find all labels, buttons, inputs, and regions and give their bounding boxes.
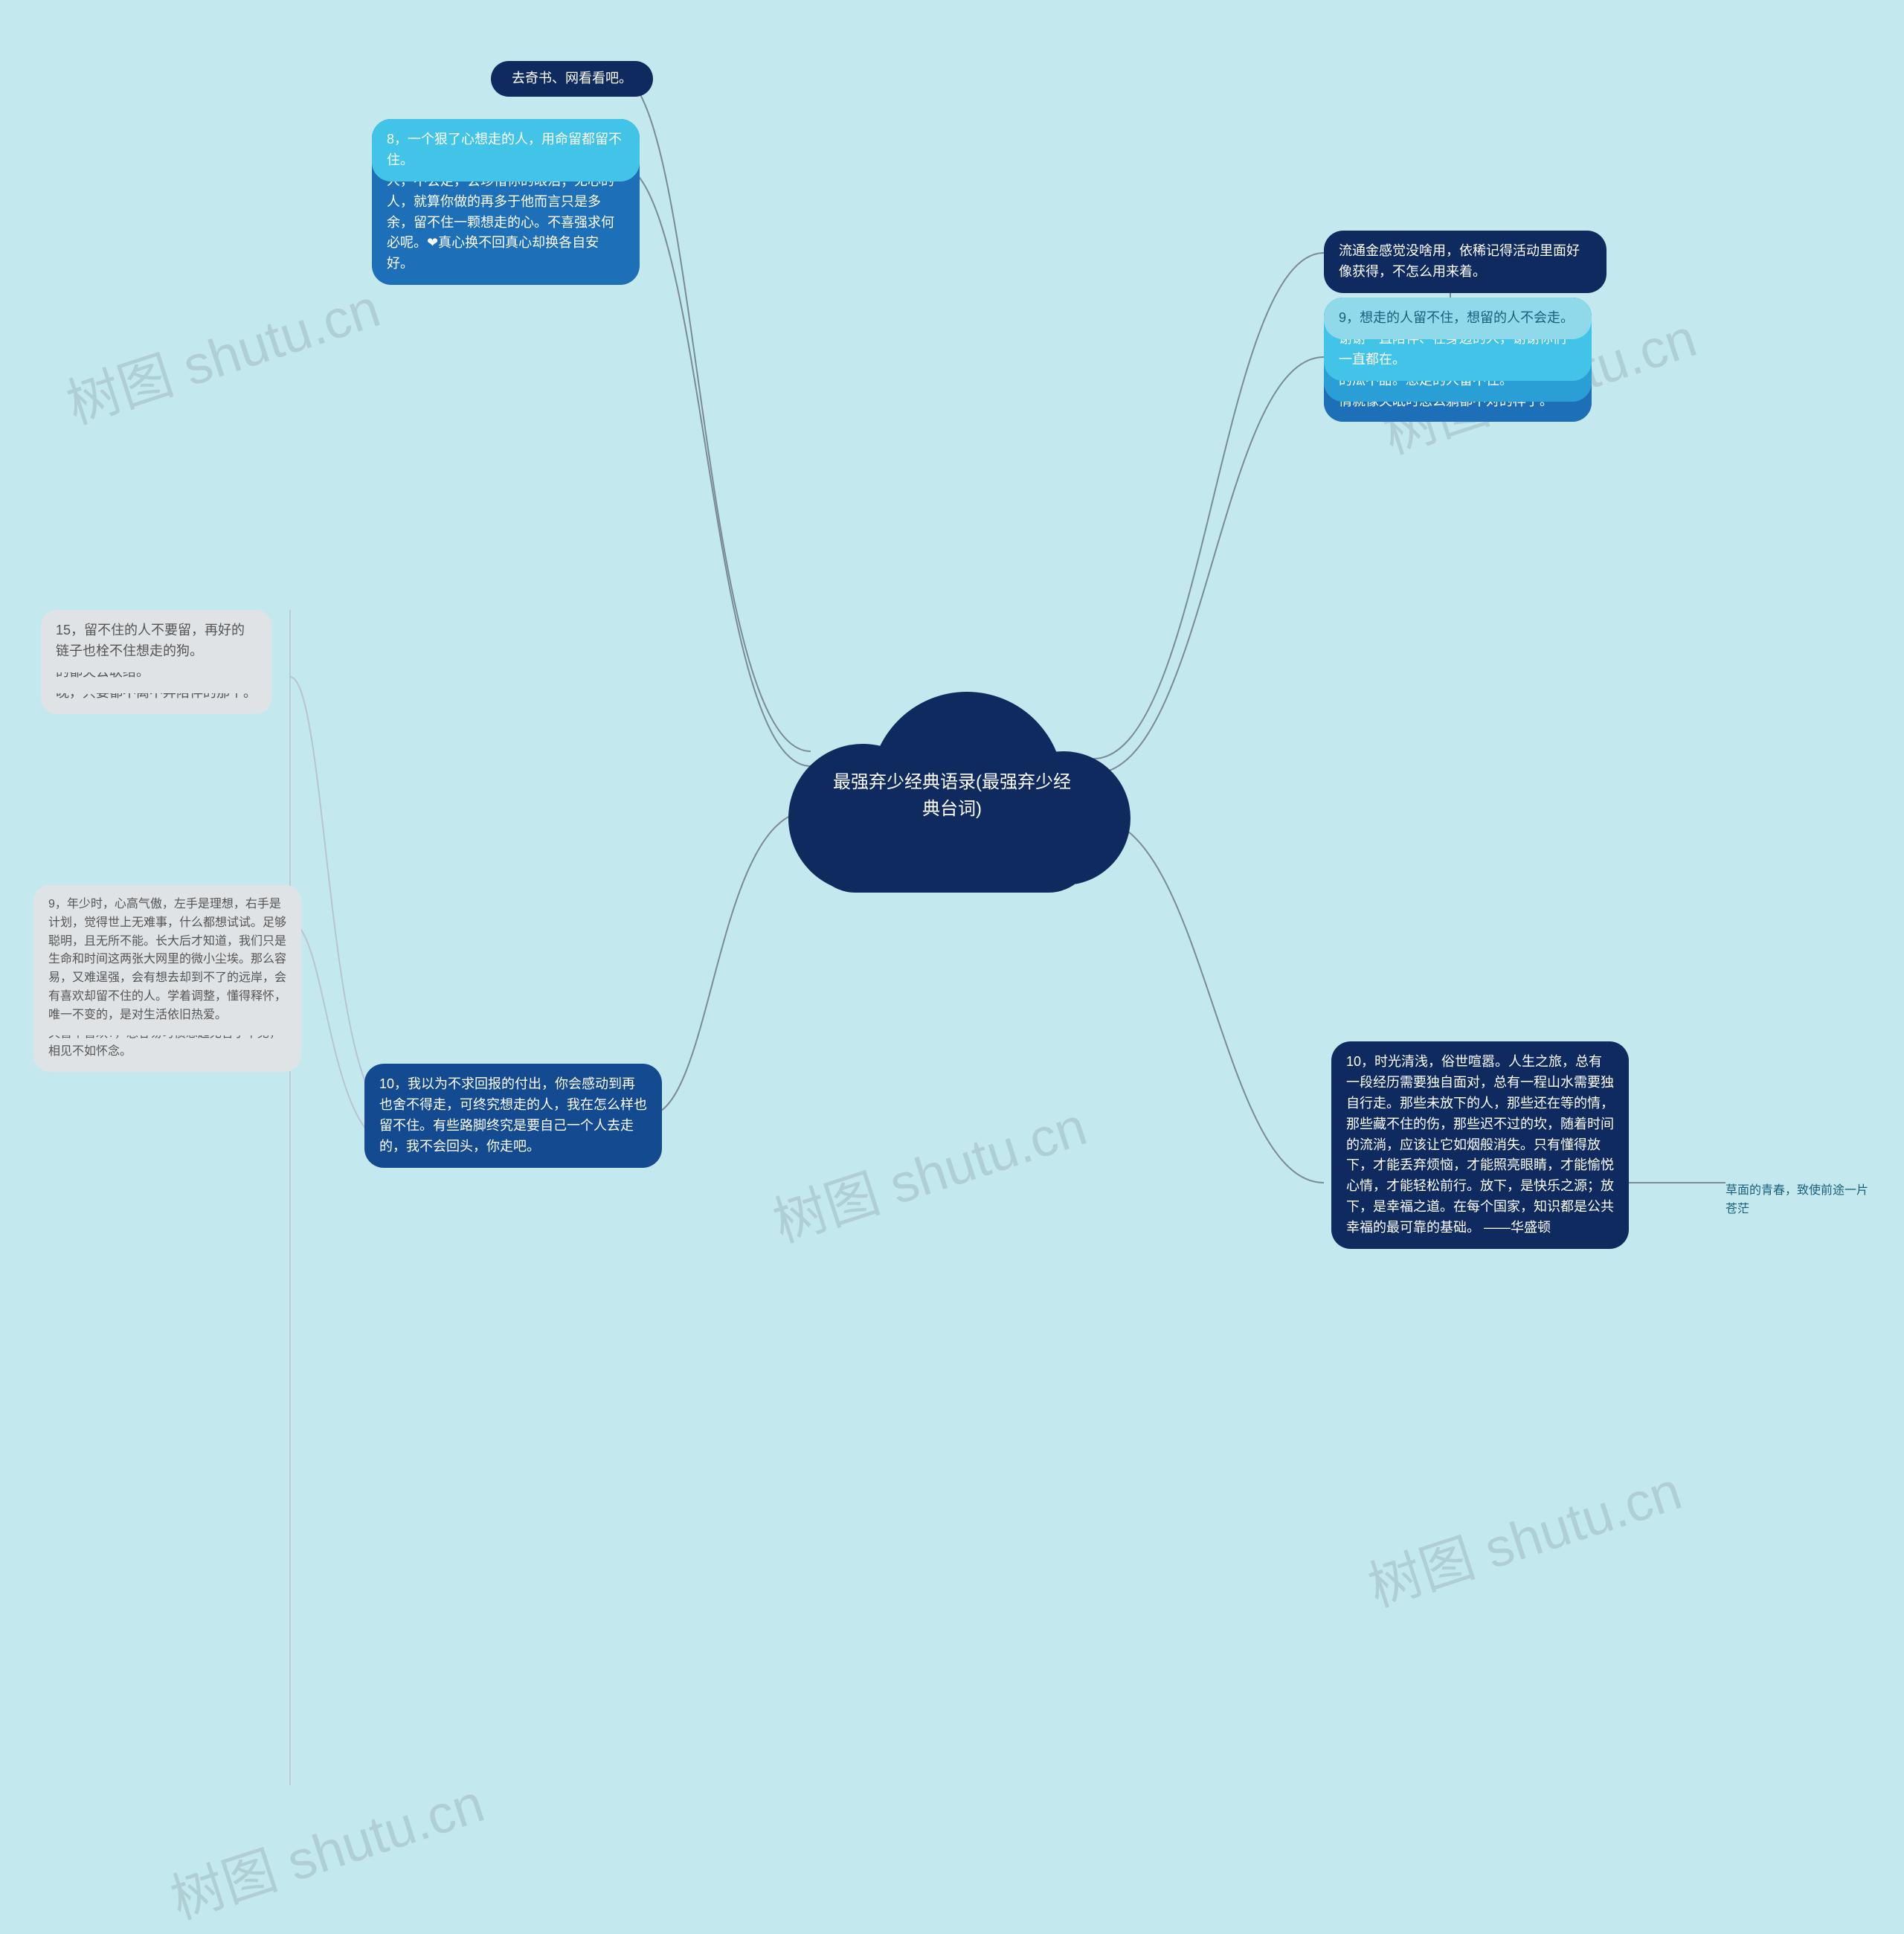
node-text: 10，我以为不求回报的付出，你会感动到再也舍不得走，可终究想走的人，我在怎么样也… (379, 1076, 647, 1154)
watermark: 树图 shutu.cn (159, 1759, 492, 1934)
node-text: 10，时光清浅，俗世喧嚣。人生之旅，总有一段经历需要独自面对，总有一程山水需要独… (1346, 1054, 1614, 1235)
left-node-10[interactable]: 10，我以为不求回报的付出，你会感动到再也舍不得走，可终究想走的人，我在怎么样也… (364, 1064, 662, 1168)
watermark: 树图 shutu.cn (55, 264, 387, 439)
right-pill-node[interactable]: 流通金感觉没啥用，依稀记得活动里面好像获得，不怎么用来着。 (1324, 231, 1606, 293)
right-chain-node-9[interactable]: 9，想走的人留不住，想留的人不会走。 (1324, 298, 1592, 339)
node-text: 去奇书、网看看吧。 (512, 71, 632, 86)
grey-node[interactable]: 15，留不住的人不要留，再好的链子也栓不住想走的狗。 (41, 610, 271, 672)
node-text: 15，留不住的人不要留，再好的链子也栓不住想走的狗。 (56, 623, 245, 658)
node-text: 流通金感觉没啥用，依稀记得活动里面好像获得，不怎么用来着。 (1339, 243, 1580, 279)
node-text: 9，年少时，心高气傲，左手是理想，右手是计划，觉得世上无难事，什么都想试试。足够… (48, 898, 286, 1021)
center-title: 最强弃少经典语录(最强弃少经典台词) (788, 692, 1116, 900)
left-chain-node-8[interactable]: 8，一个狠了心想走的人，用命留都留不住。 (372, 119, 640, 181)
watermark: 树图 shutu.cn (1357, 1447, 1689, 1622)
node-text: 9，想走的人留不住，想留的人不会走。 (1339, 310, 1574, 325)
center-topic[interactable]: 最强弃少经典语录(最强弃少经典台词) (788, 692, 1116, 900)
right-big-node-10[interactable]: 10，时光清浅，俗世喧嚣。人生之旅，总有一段经历需要独自面对，总有一程山水需要独… (1331, 1041, 1629, 1249)
node-text: 草面的青春，致使前途一片苍茫 (1726, 1184, 1868, 1215)
right-far-textnode[interactable]: 草面的青春，致使前途一片苍茫 (1711, 1172, 1889, 1230)
node-text: 8，一个狠了心想走的人，用命留都留不住。 (387, 132, 622, 167)
left-pill-node[interactable]: 去奇书、网看看吧。 (491, 61, 653, 97)
watermark: 树图 shutu.cn (762, 1082, 1094, 1257)
grey-node[interactable]: 9，年少时，心高气傲，左手是理想，右手是计划，觉得世上无难事，什么都想试试。足够… (33, 885, 301, 1035)
